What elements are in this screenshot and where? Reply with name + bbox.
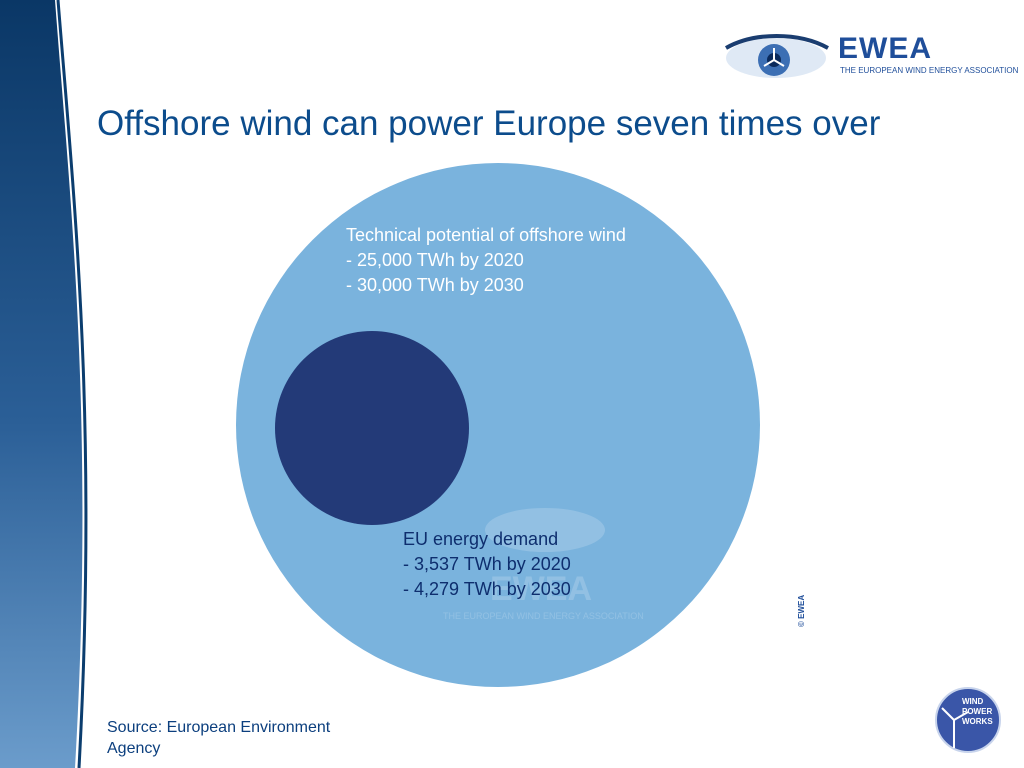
slide-title: Offshore wind can power Europe seven tim… [97,104,881,143]
ewea-acronym: EWEA [838,32,932,65]
badge-line-2: POWER [962,707,993,716]
source-citation: Source: European Environment Agency [107,719,331,757]
offshore-potential-2020: - 25,000 TWh by 2020 [346,250,524,270]
offshore-potential-heading: Technical potential of offshore wind [346,225,626,245]
wind-power-works-badge [935,687,1001,753]
ewea-eye-logo [725,34,829,78]
eu-demand-label: EU energy demand - 3,537 TWh by 2020 - 4… [403,527,571,602]
watermark-fullname: THE EUROPEAN WIND ENERGY ASSOCIATION [443,611,644,621]
badge-text: WIND POWER WORKS [962,697,993,727]
offshore-potential-label: Technical potential of offshore wind - 2… [346,223,626,298]
eu-demand-2030: - 4,279 TWh by 2030 [403,579,571,599]
eu-demand-2020: - 3,537 TWh by 2020 [403,554,571,574]
eu-demand-heading: EU energy demand [403,529,559,549]
badge-line-3: WORKS [962,717,993,726]
copyright-note: © EWEA [797,594,806,627]
ewea-fullname: THE EUROPEAN WIND ENERGY ASSOCIATION [840,66,1019,75]
eu-demand-circle [275,331,469,525]
watermark-acronym: EWEA [490,570,592,608]
watermark: EWEA THE EUROPEAN WIND ENERGY ASSOCIATIO… [443,508,644,621]
badge-line-1: WIND [962,697,984,706]
side-decorative-band [0,0,93,768]
offshore-potential-2030: - 30,000 TWh by 2030 [346,275,524,295]
offshore-potential-circle [236,163,760,687]
